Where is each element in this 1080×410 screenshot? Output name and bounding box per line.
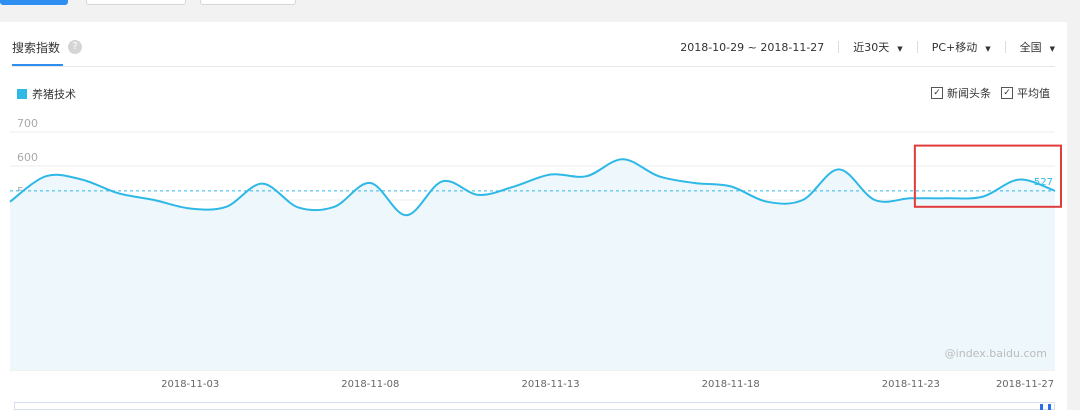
y-tick-label: 600 xyxy=(17,151,38,164)
checkbox-checked-icon: ✓ xyxy=(1001,87,1013,99)
watermark: @index.baidu.com xyxy=(945,347,1047,360)
active-tab-indicator xyxy=(12,64,63,66)
highlight-box xyxy=(913,144,1062,208)
chart-legend[interactable]: 养猪技术 xyxy=(17,86,76,102)
average-toggle[interactable]: ✓ 平均值 xyxy=(1001,85,1050,101)
x-tick-label: 2018-11-27 xyxy=(996,379,1054,390)
top-tab-button[interactable] xyxy=(0,0,68,5)
tab-search-index[interactable]: 搜索指数 xyxy=(12,41,61,55)
region-select[interactable]: 全国 ▼ xyxy=(1019,41,1055,54)
average-value-label: 527 xyxy=(1034,177,1053,188)
x-tick-label: 2018-11-03 xyxy=(161,379,219,390)
range-handle-right[interactable] xyxy=(1048,404,1051,410)
y-tick-label: 700 xyxy=(17,117,38,130)
caret-down-icon: ▼ xyxy=(1049,45,1055,53)
checkbox-checked-icon: ✓ xyxy=(931,87,943,99)
header-divider xyxy=(12,66,1055,67)
date-range-picker[interactable]: 2018-10-29 ~ 2018-11-27 xyxy=(680,40,825,54)
news-headline-label: 新闻头条 xyxy=(947,87,991,100)
divider xyxy=(1004,41,1006,53)
caret-down-icon: ▼ xyxy=(985,45,991,53)
top-tab-button[interactable] xyxy=(200,0,296,5)
x-tick-label: 2018-11-18 xyxy=(702,379,760,390)
device-select[interactable]: PC+移动 ▼ xyxy=(931,41,991,54)
news-headline-toggle[interactable]: ✓ 新闻头条 xyxy=(931,85,991,101)
series-area xyxy=(10,159,1055,370)
range-handle-left[interactable] xyxy=(1040,404,1043,410)
divider xyxy=(916,41,918,53)
x-tick-label: 2018-11-23 xyxy=(882,379,940,390)
x-tick-label: 2018-11-13 xyxy=(521,379,579,390)
series-line xyxy=(9,158,1056,217)
caret-down-icon: ▼ xyxy=(897,45,903,53)
x-tick-label: 2018-11-08 xyxy=(341,379,399,390)
average-label: 平均值 xyxy=(1017,87,1050,100)
chart-options: ✓ 新闻头条 ✓ 平均值 xyxy=(921,85,1050,101)
divider xyxy=(838,41,840,53)
legend-label: 养猪技术 xyxy=(32,88,76,101)
top-tab-button[interactable] xyxy=(86,0,186,5)
filter-bar: 2018-10-29 ~ 2018-11-27 近30天 ▼ PC+移动 ▼ 全国 ▼ xyxy=(680,39,1055,55)
period-select[interactable]: 近30天 ▼ xyxy=(853,41,903,54)
legend-swatch xyxy=(17,89,27,99)
help-icon[interactable]: ? xyxy=(68,40,82,54)
range-scrollbar[interactable] xyxy=(14,402,1055,410)
